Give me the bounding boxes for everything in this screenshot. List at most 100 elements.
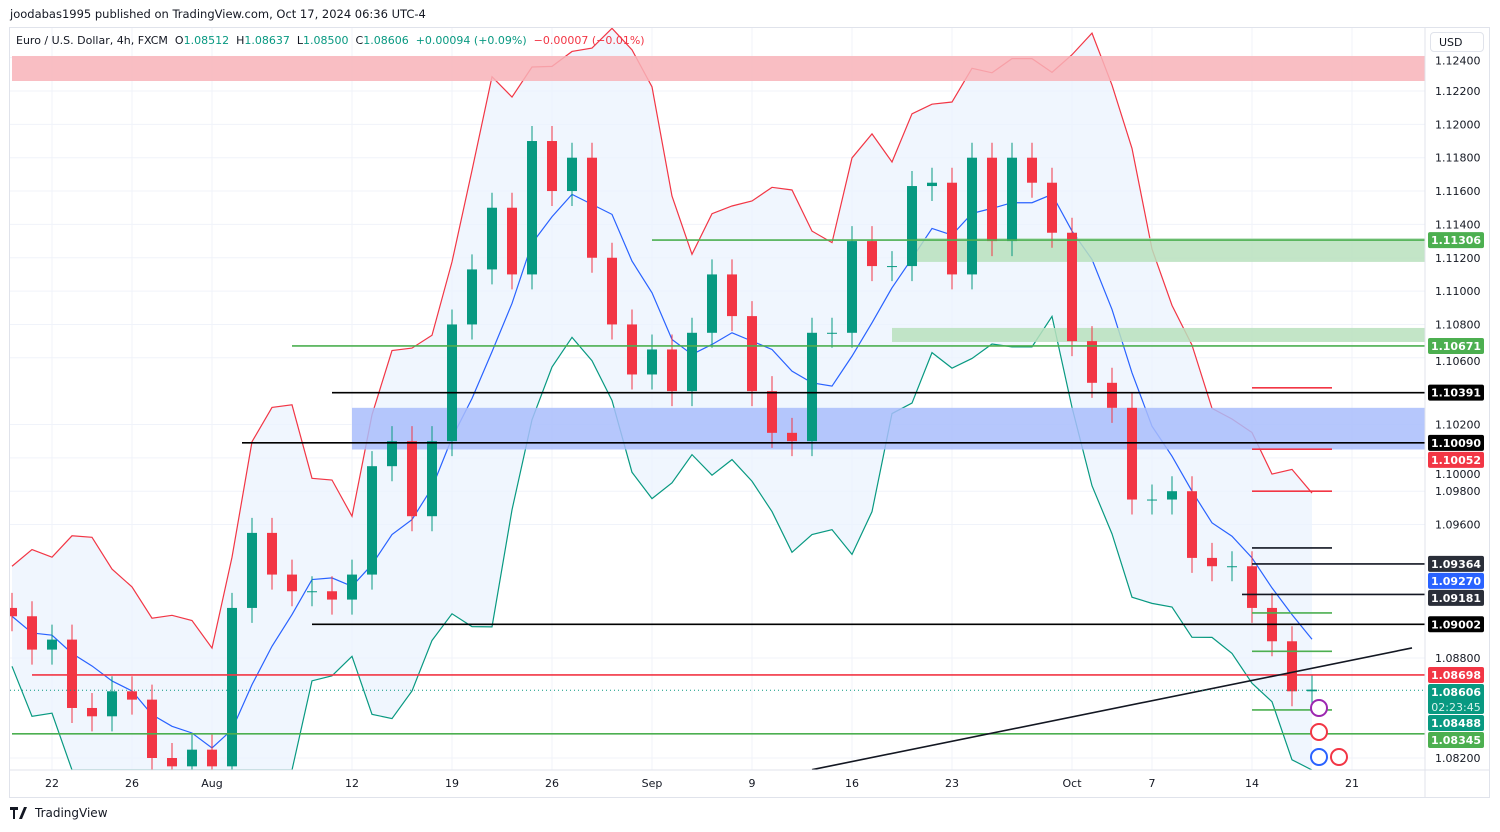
candle-body bbox=[667, 349, 677, 392]
tradingview-logo-icon bbox=[10, 807, 27, 819]
candle-body bbox=[687, 332, 697, 392]
candle-body bbox=[247, 532, 257, 608]
price-tick-label: 1.12200 bbox=[1435, 85, 1481, 98]
brand-label: TradingView bbox=[35, 806, 108, 820]
candle-body bbox=[1187, 491, 1197, 558]
candle-body bbox=[327, 591, 337, 600]
candle-body bbox=[1107, 382, 1117, 408]
time-tick-label: 23 bbox=[945, 777, 959, 790]
candle-body bbox=[1287, 641, 1297, 692]
time-tick-label: Sep bbox=[642, 777, 663, 790]
candle-body bbox=[1247, 566, 1257, 608]
bollinger-lower bbox=[11, 314, 1313, 770]
candle-body bbox=[647, 349, 657, 375]
price-tick-label: 1.10600 bbox=[1435, 355, 1481, 368]
time-tick-label: 7 bbox=[1149, 777, 1156, 790]
time-tick-label: Aug bbox=[201, 777, 222, 790]
candle-body bbox=[1087, 341, 1097, 383]
price-tag bbox=[1428, 616, 1484, 633]
chart-frame bbox=[9, 27, 1490, 798]
candle-body bbox=[727, 274, 737, 317]
price-tag bbox=[1428, 232, 1484, 249]
price-tag bbox=[1428, 451, 1484, 468]
candle-body bbox=[867, 241, 877, 267]
publisher-line: joodabas1995 published on TradingView.co… bbox=[10, 7, 426, 21]
candle-body bbox=[267, 532, 277, 575]
price-tag bbox=[1428, 384, 1484, 401]
price-tag-label: 1.09364 bbox=[1431, 558, 1481, 571]
candle-body bbox=[207, 749, 217, 767]
countdown-label: 02:23:45 bbox=[1431, 701, 1480, 714]
candle-body bbox=[767, 391, 777, 433]
price-tag-label: 1.09181 bbox=[1431, 592, 1481, 605]
candle-body bbox=[87, 707, 97, 717]
candle-body bbox=[10, 607, 17, 617]
candle-body bbox=[927, 182, 937, 187]
time-tick-label: Oct bbox=[1062, 777, 1082, 790]
price-tag-label: 1.10671 bbox=[1431, 340, 1481, 353]
candle-body bbox=[367, 466, 377, 575]
candle-body bbox=[27, 616, 37, 650]
open-value: 1.08512 bbox=[183, 34, 230, 47]
candle-body bbox=[427, 441, 437, 517]
price-tag-label: 1.08345 bbox=[1431, 734, 1481, 747]
candle-body bbox=[1307, 689, 1317, 692]
us-flag-icon bbox=[1310, 723, 1328, 741]
candle-body bbox=[547, 141, 557, 192]
price-tag bbox=[1428, 434, 1484, 451]
price-tag-label: 1.10391 bbox=[1431, 387, 1481, 400]
time-tick-label: 26 bbox=[125, 777, 139, 790]
price-tag-label: 1.08698 bbox=[1431, 669, 1481, 682]
price-tag-label: 1.09270 bbox=[1431, 575, 1481, 588]
candle-body bbox=[227, 607, 237, 767]
change-value: +0.00094 (+0.09%) bbox=[415, 34, 527, 47]
candle-body bbox=[1047, 182, 1057, 233]
candle-body bbox=[987, 157, 997, 242]
time-tick-label: 21 bbox=[1345, 777, 1359, 790]
price-tag-label: 1.10052 bbox=[1431, 454, 1481, 467]
price-tick-label: 1.09800 bbox=[1435, 485, 1481, 498]
footer: TradingView bbox=[10, 806, 108, 820]
price-tick-label: 1.11800 bbox=[1435, 152, 1481, 165]
open-label: O bbox=[174, 34, 184, 47]
time-tick-label: 14 bbox=[1245, 777, 1259, 790]
price-tag bbox=[1428, 589, 1484, 606]
candle-body bbox=[1127, 407, 1137, 500]
candle-body bbox=[707, 274, 717, 333]
candle-body bbox=[347, 574, 357, 600]
high-value: 1.08637 bbox=[244, 34, 290, 47]
price-tag bbox=[1428, 666, 1484, 683]
price-tick-label: 1.08200 bbox=[1435, 752, 1481, 765]
candle-body bbox=[1167, 491, 1177, 500]
close-value: 1.08606 bbox=[363, 34, 409, 47]
candle-body bbox=[747, 316, 757, 392]
currency-button[interactable]: USD bbox=[1430, 32, 1484, 52]
candle-body bbox=[187, 749, 197, 767]
candle-body bbox=[627, 324, 637, 375]
price-tag bbox=[1428, 731, 1484, 748]
price-tick-label: 1.12400 bbox=[1435, 55, 1481, 68]
price-tag-label: 1.10090 bbox=[1431, 437, 1481, 450]
price-tick-label: 1.10800 bbox=[1435, 318, 1481, 331]
candle-body bbox=[787, 432, 797, 442]
price-tick-label: 1.11000 bbox=[1435, 285, 1481, 298]
time-tick-label: 12 bbox=[345, 777, 359, 790]
price-chart[interactable]: 22 26 Aug 12 19 26 Sep 9 16 23 Oct 7 14 21 1.11306 1.10… bbox=[0, 0, 1500, 800]
candle-body bbox=[807, 332, 817, 442]
price-tick-label: 1.10000 bbox=[1435, 468, 1481, 481]
close-label: C bbox=[355, 34, 364, 47]
candle-body bbox=[67, 639, 77, 708]
chart-legend: Euro / U.S. Dollar, 4h, FXCM O1.08512 H1… bbox=[16, 34, 645, 47]
candle-body bbox=[127, 691, 137, 700]
candle-body bbox=[967, 157, 977, 275]
time-tick-label: 22 bbox=[45, 777, 59, 790]
candle-body bbox=[1227, 566, 1237, 568]
time-tick-label: 16 bbox=[845, 777, 859, 790]
price-tick-label: 1.11400 bbox=[1435, 218, 1481, 231]
plot-area bbox=[10, 28, 1425, 770]
candle-body bbox=[447, 324, 457, 442]
candle-body bbox=[527, 141, 537, 275]
candle-body bbox=[1027, 157, 1037, 183]
price-tag bbox=[1428, 683, 1484, 714]
candle-body bbox=[907, 186, 917, 267]
